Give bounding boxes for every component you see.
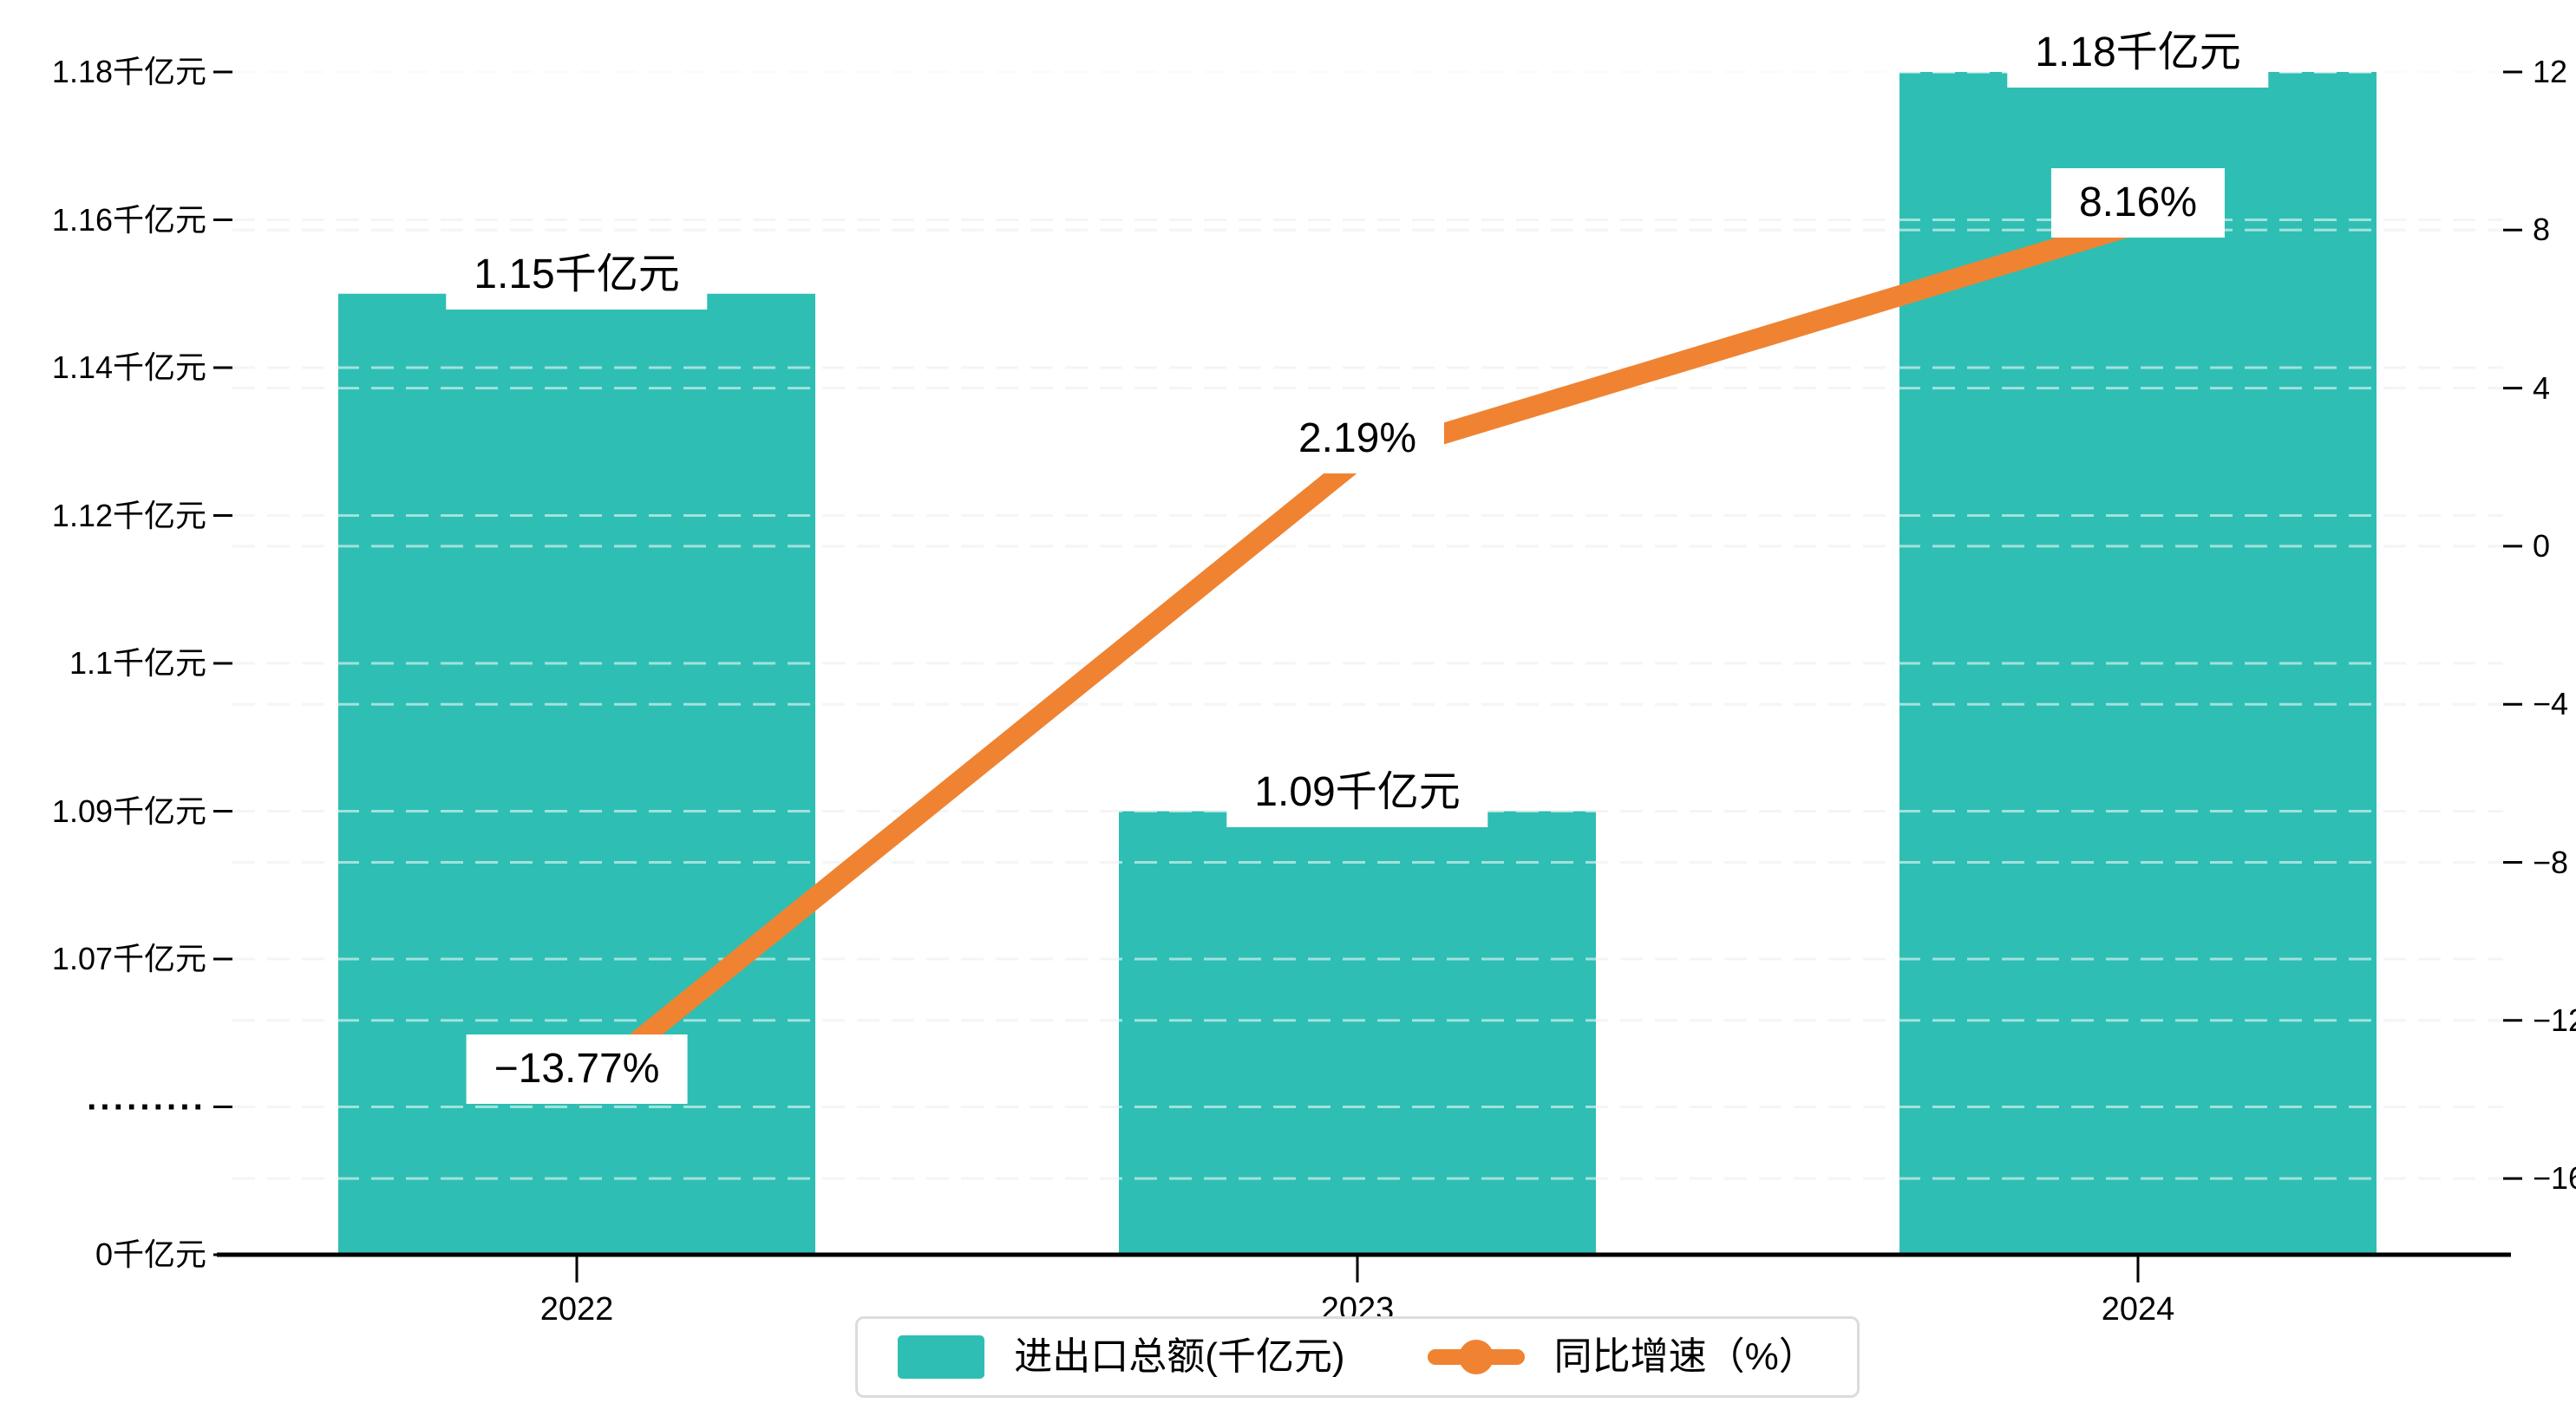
legend-box: 进出口总额(千亿元) 同比增速（%）: [855, 1316, 1860, 1398]
legend-line-series-label: 同比增速（%）: [1553, 1335, 1817, 1378]
line-swatch-marker-icon: [1458, 1340, 1494, 1374]
bar-2022[interactable]: [338, 293, 815, 1255]
growth-line-marker-2022[interactable]: [563, 1076, 591, 1105]
legend-bar-series-label: 进出口总额(千亿元): [1014, 1335, 1345, 1378]
bar-2023[interactable]: [1119, 811, 1596, 1256]
legend: 进出口总额(千亿元) 同比增速（%）: [186, 1316, 2528, 1398]
legend-item-bar-series[interactable]: 进出口总额(千亿元): [898, 1334, 1345, 1380]
growth-line-marker-2023[interactable]: [1344, 446, 1371, 474]
line-series-swatch-icon: [1427, 1338, 1525, 1376]
bar-series-swatch-icon: [898, 1335, 985, 1379]
legend-item-line-series[interactable]: 同比增速（%）: [1427, 1334, 1817, 1380]
growth-line-marker-2024[interactable]: [2124, 210, 2152, 238]
